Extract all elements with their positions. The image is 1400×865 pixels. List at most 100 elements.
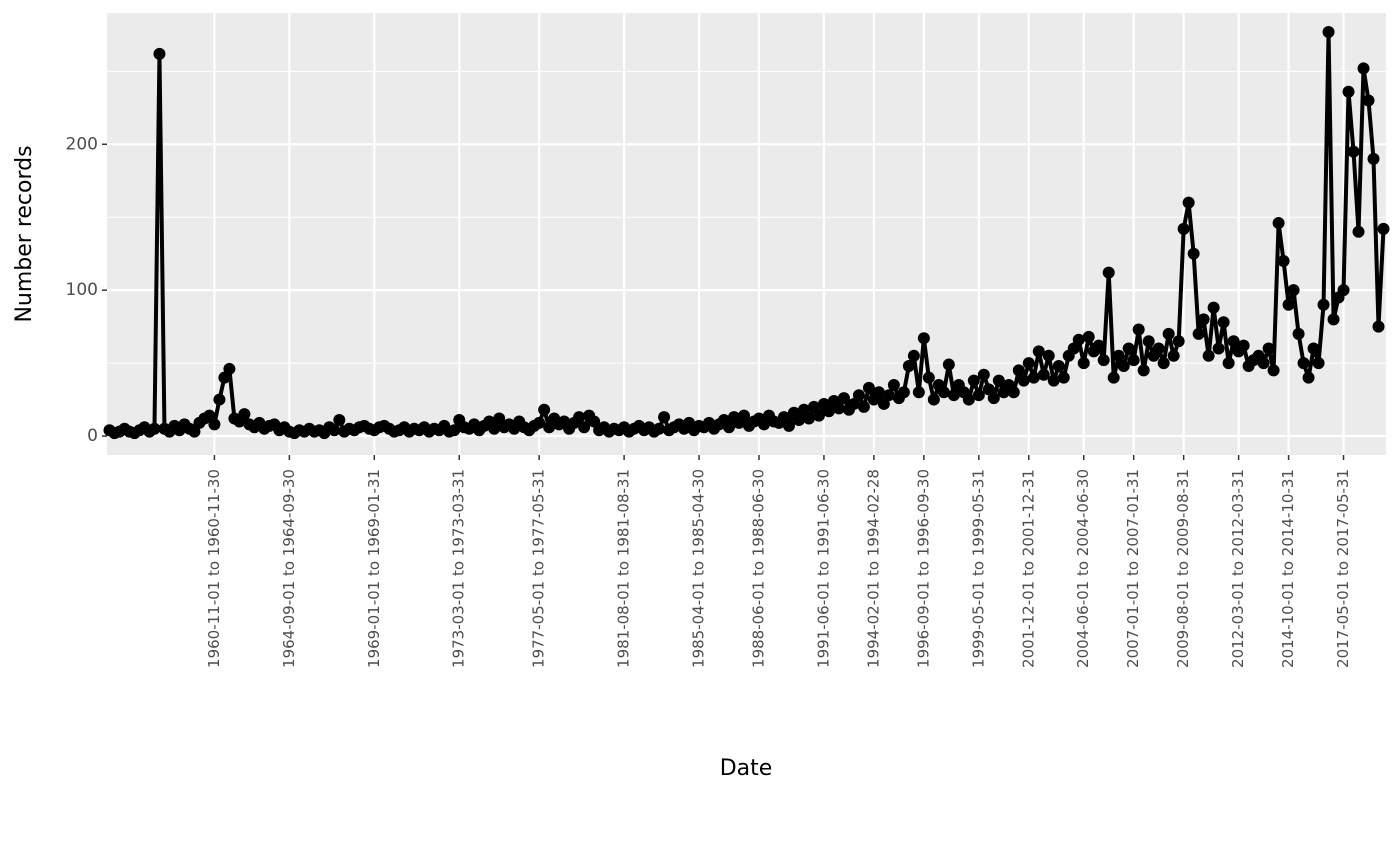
x-tick-label: 1977-05-01 to 1977-05-31 [530, 469, 548, 668]
point [488, 422, 501, 435]
point [922, 371, 935, 384]
point [792, 413, 805, 426]
point [1227, 335, 1240, 348]
point [533, 416, 546, 429]
point [1367, 152, 1380, 165]
point [1377, 222, 1390, 235]
point [538, 403, 551, 416]
point [1197, 313, 1210, 326]
point [1112, 349, 1125, 362]
point [188, 425, 201, 438]
point [977, 368, 990, 381]
point [238, 408, 251, 421]
point [1292, 327, 1305, 340]
point [1177, 222, 1190, 235]
x-tick-label: 2017-05-01 to 2017-05-31 [1334, 469, 1352, 668]
x-tick-label: 1999-05-01 to 1999-05-31 [969, 469, 987, 668]
point [927, 393, 940, 406]
x-tick-label: 2001-12-01 to 2001-12-31 [1019, 469, 1037, 668]
point [1267, 364, 1280, 377]
point [1187, 247, 1200, 260]
point [1337, 284, 1350, 297]
point [1047, 374, 1060, 387]
point [723, 421, 736, 434]
point [1167, 349, 1180, 362]
point [757, 418, 770, 431]
point [907, 349, 920, 362]
point [1117, 360, 1130, 373]
x-tick-label: 1960-11-01 to 1960-11-30 [205, 469, 223, 668]
point [917, 332, 930, 345]
point [982, 383, 995, 396]
point [1342, 85, 1355, 98]
point [937, 386, 950, 399]
point [797, 403, 810, 416]
point [1202, 349, 1215, 362]
point [822, 405, 835, 418]
point [1282, 298, 1295, 311]
point [897, 386, 910, 399]
point [877, 397, 890, 410]
point [1162, 327, 1175, 340]
point [578, 421, 591, 434]
point [852, 389, 865, 402]
panel [107, 13, 1386, 455]
x-tick-label: 2007-01-01 to 2007-01-31 [1124, 469, 1142, 668]
point [1082, 330, 1095, 343]
point [1157, 357, 1170, 370]
point [1122, 342, 1135, 355]
point [872, 386, 885, 399]
y-tick-label: 100 [66, 280, 98, 300]
point [1007, 386, 1020, 399]
point [1217, 316, 1230, 329]
point [1277, 254, 1290, 267]
point [802, 412, 815, 425]
point [1077, 357, 1090, 370]
point [153, 47, 166, 60]
y-tick-label: 0 [87, 426, 98, 446]
point [1027, 371, 1040, 384]
point [1127, 354, 1140, 367]
point [1102, 266, 1115, 279]
point [1322, 25, 1335, 38]
point [1192, 327, 1205, 340]
point [782, 419, 795, 432]
x-tick-label: 2014-10-01 to 2014-10-31 [1279, 469, 1297, 668]
point [1302, 371, 1315, 384]
point [1287, 284, 1300, 297]
point [812, 409, 825, 422]
point [1067, 342, 1080, 355]
x-tick-label: 1988-06-01 to 1988-06-30 [749, 469, 767, 668]
point [1032, 345, 1045, 358]
x-tick-label: 1985-04-01 to 1985-04-30 [690, 469, 708, 668]
point [208, 418, 221, 431]
point [658, 411, 671, 424]
point [1352, 225, 1365, 238]
point [448, 424, 461, 437]
point [1237, 339, 1250, 352]
point [1257, 357, 1270, 370]
point [962, 393, 975, 406]
point [588, 415, 601, 428]
point [1327, 313, 1340, 326]
point [493, 412, 506, 425]
point [887, 378, 900, 391]
x-axis-title: Date [720, 756, 773, 781]
x-tick-label: 1964-09-01 to 1964-09-30 [280, 469, 298, 668]
point [1222, 357, 1235, 370]
point [213, 393, 226, 406]
point [148, 422, 161, 435]
x-tick-label: 1996-09-01 to 1996-09-30 [914, 469, 932, 668]
point [942, 358, 955, 371]
point [1357, 62, 1370, 75]
point [1052, 360, 1065, 373]
point [777, 411, 790, 424]
point [218, 371, 231, 384]
point [972, 389, 985, 402]
point [1022, 357, 1035, 370]
point [1097, 354, 1110, 367]
x-tick-label: 1973-03-01 to 1973-03-31 [450, 469, 468, 668]
point [992, 374, 1005, 387]
point [1017, 374, 1030, 387]
point [1072, 333, 1085, 346]
